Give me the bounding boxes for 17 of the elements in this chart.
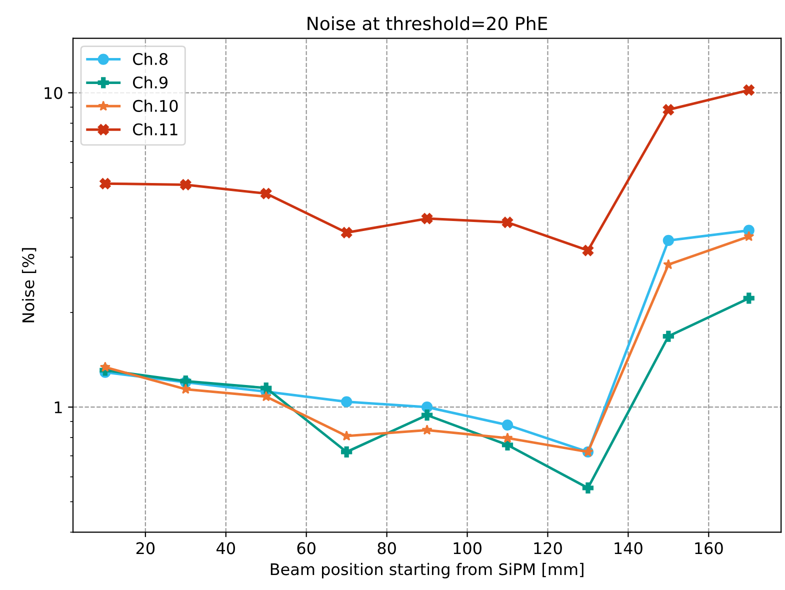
x-axis-title: Beam position starting from SiPM [mm]	[270, 562, 584, 578]
legend-label: Ch.11	[133, 123, 178, 136]
y-axis-title: Noise [%]	[22, 248, 36, 322]
x-tick-label: 120	[534, 542, 562, 554]
x-tick-label: 140	[614, 542, 642, 554]
x-tick-label: 100	[454, 542, 482, 554]
legend-label: Ch.9	[133, 76, 168, 89]
y-tick-label: 10	[44, 87, 62, 100]
x-tick-label: 60	[297, 542, 316, 554]
chart-title: Noise at threshold=20 PhE	[308, 16, 548, 30]
legend-label: Ch.10	[133, 100, 178, 112]
y-tick-label: 1	[54, 402, 62, 414]
x-tick-label: 20	[136, 542, 155, 554]
legend-label: Ch.8	[133, 52, 168, 66]
x-tick-label: 40	[216, 542, 235, 554]
x-tick-label: 80	[378, 542, 396, 554]
x-tick-label: 160	[695, 542, 723, 554]
